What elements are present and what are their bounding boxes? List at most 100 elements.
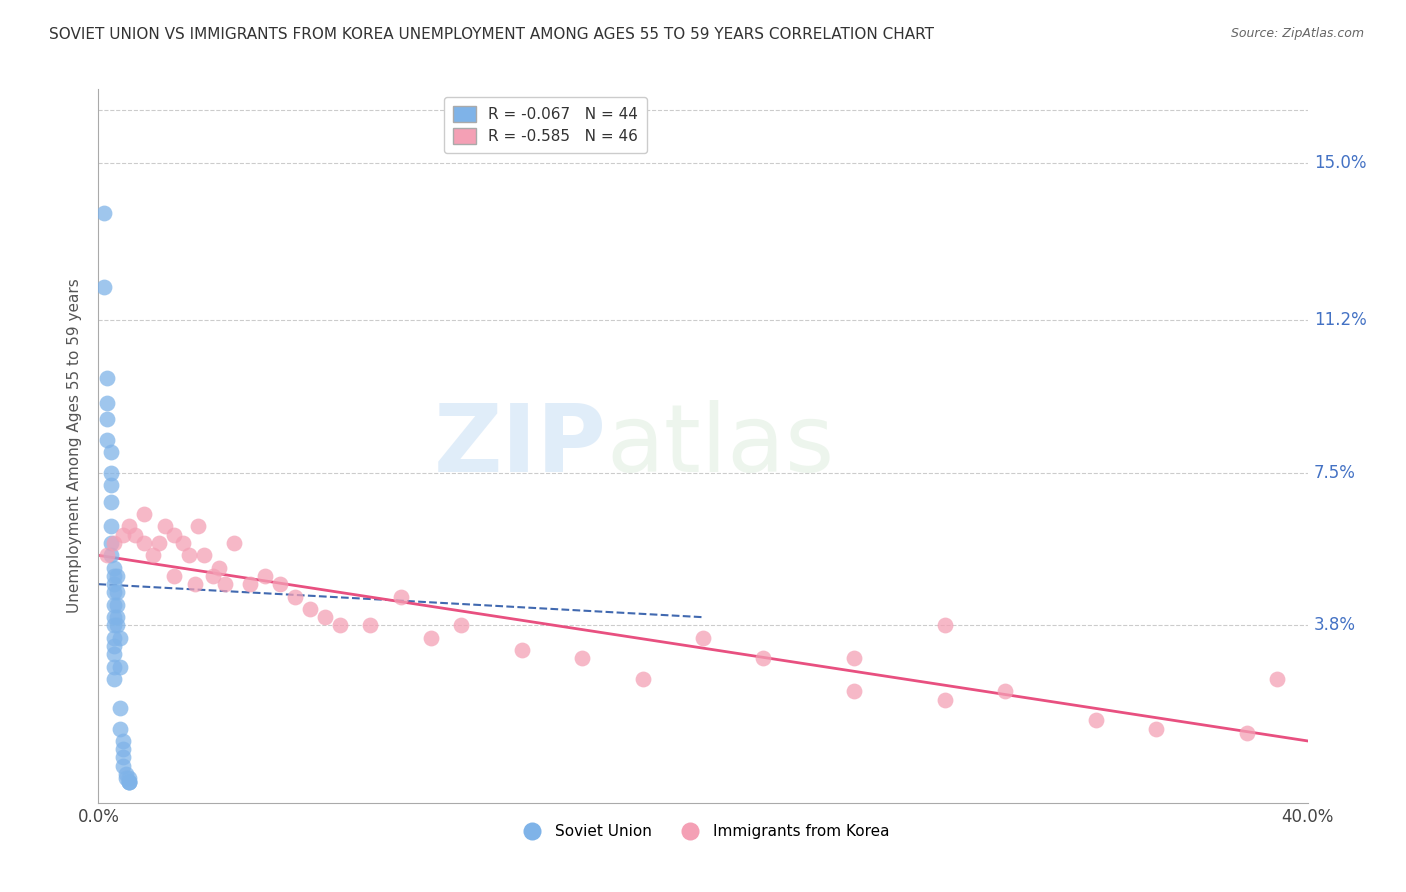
- Point: [934, 692, 956, 706]
- Text: SOVIET UNION VS IMMIGRANTS FROM KOREA UNEMPLOYMENT AMONG AGES 55 TO 59 YEARS COR: SOVIET UNION VS IMMIGRANTS FROM KOREA UN…: [49, 27, 934, 42]
- Point: [184, 577, 207, 591]
- Point: [844, 651, 866, 665]
- Point: [132, 536, 155, 550]
- Point: [93, 280, 115, 294]
- Point: [111, 742, 134, 756]
- Point: [100, 466, 122, 480]
- Text: atlas: atlas: [606, 400, 835, 492]
- Point: [994, 684, 1017, 698]
- Point: [105, 610, 128, 624]
- Point: [420, 631, 443, 645]
- Point: [631, 672, 654, 686]
- Point: [108, 659, 131, 673]
- Point: [269, 577, 291, 591]
- Point: [103, 648, 125, 662]
- Point: [105, 585, 128, 599]
- Point: [299, 602, 322, 616]
- Point: [111, 527, 134, 541]
- Point: [571, 651, 593, 665]
- Point: [118, 775, 141, 789]
- Y-axis label: Unemployment Among Ages 55 to 59 years: Unemployment Among Ages 55 to 59 years: [67, 278, 83, 614]
- Point: [187, 519, 209, 533]
- Point: [103, 536, 125, 550]
- Point: [124, 527, 146, 541]
- Point: [100, 536, 122, 550]
- Text: 15.0%: 15.0%: [1313, 154, 1367, 172]
- Point: [114, 771, 136, 785]
- Point: [100, 445, 122, 459]
- Point: [172, 536, 194, 550]
- Point: [1236, 725, 1258, 739]
- Point: [93, 206, 115, 220]
- Point: [103, 569, 125, 583]
- Point: [132, 507, 155, 521]
- Point: [193, 549, 215, 563]
- Point: [692, 631, 714, 645]
- Text: ZIP: ZIP: [433, 400, 606, 492]
- Point: [284, 590, 307, 604]
- Point: [103, 577, 125, 591]
- Point: [103, 672, 125, 686]
- Point: [103, 659, 125, 673]
- Point: [111, 758, 134, 772]
- Point: [114, 767, 136, 781]
- Point: [100, 549, 122, 563]
- Point: [96, 549, 118, 563]
- Point: [163, 569, 186, 583]
- Point: [103, 639, 125, 653]
- Point: [118, 775, 141, 789]
- Point: [179, 549, 201, 563]
- Point: [1085, 714, 1108, 728]
- Point: [105, 618, 128, 632]
- Point: [253, 569, 276, 583]
- Point: [450, 618, 472, 632]
- Point: [202, 569, 225, 583]
- Point: [329, 618, 352, 632]
- Point: [389, 590, 412, 604]
- Point: [103, 585, 125, 599]
- Text: 11.2%: 11.2%: [1313, 311, 1367, 329]
- Point: [100, 478, 122, 492]
- Point: [510, 643, 533, 657]
- Point: [96, 433, 118, 447]
- Point: [148, 536, 170, 550]
- Point: [360, 618, 382, 632]
- Point: [142, 549, 165, 563]
- Point: [103, 598, 125, 612]
- Point: [105, 598, 128, 612]
- Point: [1267, 672, 1289, 686]
- Text: 7.5%: 7.5%: [1313, 464, 1355, 482]
- Point: [100, 519, 122, 533]
- Point: [108, 631, 131, 645]
- Point: [118, 771, 141, 785]
- Point: [103, 618, 125, 632]
- Text: Source: ZipAtlas.com: Source: ZipAtlas.com: [1230, 27, 1364, 40]
- Point: [96, 371, 118, 385]
- Point: [96, 412, 118, 426]
- Point: [103, 631, 125, 645]
- Text: 3.8%: 3.8%: [1313, 616, 1355, 634]
- Point: [314, 610, 336, 624]
- Point: [118, 519, 141, 533]
- Point: [108, 722, 131, 736]
- Point: [108, 701, 131, 715]
- Point: [239, 577, 262, 591]
- Point: [111, 750, 134, 764]
- Point: [105, 569, 128, 583]
- Point: [118, 775, 141, 789]
- Legend: Soviet Union, Immigrants from Korea: Soviet Union, Immigrants from Korea: [510, 818, 896, 845]
- Point: [103, 560, 125, 574]
- Point: [224, 536, 246, 550]
- Point: [214, 577, 236, 591]
- Point: [208, 560, 231, 574]
- Point: [1144, 722, 1167, 736]
- Point: [934, 618, 956, 632]
- Point: [163, 527, 186, 541]
- Point: [844, 684, 866, 698]
- Point: [153, 519, 176, 533]
- Point: [752, 651, 775, 665]
- Point: [96, 395, 118, 409]
- Point: [111, 734, 134, 748]
- Point: [103, 610, 125, 624]
- Point: [100, 494, 122, 508]
